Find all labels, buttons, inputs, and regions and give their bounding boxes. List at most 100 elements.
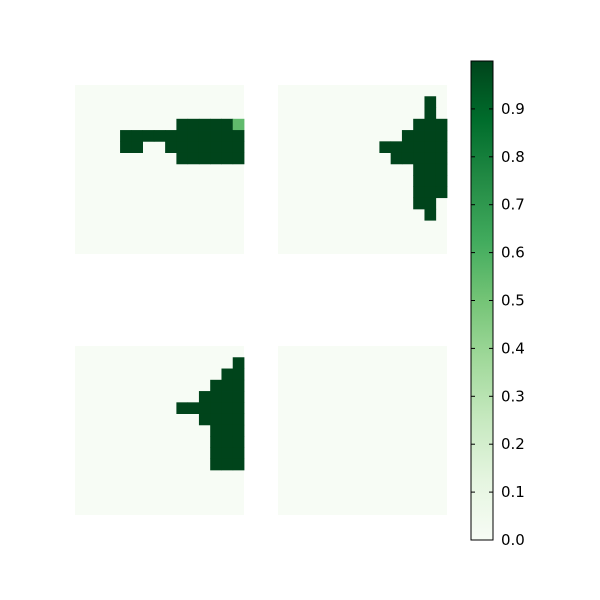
heatmap-cell xyxy=(413,175,425,187)
heatmap-cell xyxy=(176,152,189,165)
heatmap-cell xyxy=(424,107,437,120)
heatmap-cell xyxy=(424,141,437,153)
heatmap-panel-top-right xyxy=(278,85,448,254)
heatmap-cell xyxy=(210,413,222,426)
heatmap-cell xyxy=(424,186,437,199)
heatmap-panels xyxy=(75,85,448,515)
heatmap-cell xyxy=(424,197,437,210)
colorbar: 0.0 0.1 0.2 0.3 0.4 0.5 0.6 0.7 0.8 0.9 xyxy=(470,60,525,549)
heatmap-cell xyxy=(232,141,245,153)
colorbar-tick-label: 0.6 xyxy=(501,244,525,262)
heatmap-cell xyxy=(187,118,200,131)
heatmap-cell xyxy=(435,175,448,187)
heatmap-cell xyxy=(401,152,414,165)
heatmap-cell xyxy=(176,130,189,142)
heatmap-cell xyxy=(221,391,234,403)
heatmap-cell xyxy=(221,402,234,414)
heatmap-cell xyxy=(120,130,132,142)
heatmap-cell xyxy=(187,141,200,153)
heatmap-cell xyxy=(210,118,222,131)
heatmap-cell xyxy=(198,391,211,403)
heatmap-cell xyxy=(153,130,166,142)
heatmap-cell xyxy=(424,163,437,176)
heatmap-cell xyxy=(424,118,437,131)
colorbar-tick-label: 0.9 xyxy=(501,100,525,118)
heatmap-cell xyxy=(165,130,177,142)
heatmap-cell xyxy=(232,118,245,131)
heatmap-cell xyxy=(210,391,222,403)
colorbar-tick-label: 0.0 xyxy=(501,531,525,549)
heatmap-cell xyxy=(232,402,245,414)
heatmap-cell xyxy=(401,130,414,142)
heatmap-cell xyxy=(210,152,222,165)
heatmap-cell xyxy=(176,118,189,131)
heatmap-cell xyxy=(198,402,211,414)
heatmap-cell xyxy=(187,402,200,414)
colorbar-tick-label: 0.7 xyxy=(501,196,525,214)
heatmap-cell xyxy=(198,413,211,426)
heatmap-cell xyxy=(210,402,222,414)
heatmap-cell xyxy=(232,130,245,142)
heatmap-cell xyxy=(232,424,245,437)
heatmap-panel-bottom-right xyxy=(278,346,447,515)
heatmap-panel-top-left xyxy=(75,85,245,254)
heatmap-cell xyxy=(232,152,245,165)
colorbar-tick-label: 0.1 xyxy=(501,483,525,501)
heatmap-cell xyxy=(232,379,245,392)
heatmap-cell xyxy=(176,402,189,414)
heatmap-cell xyxy=(435,141,448,153)
colorbar-ticks: 0.0 0.1 0.2 0.3 0.4 0.5 0.6 0.7 0.8 0.9 xyxy=(471,100,525,549)
heatmap-cell xyxy=(198,118,211,131)
heatmap-cell xyxy=(413,152,425,165)
panel-background xyxy=(75,85,244,254)
heatmap-cell xyxy=(210,141,222,153)
heatmap-cell xyxy=(210,436,222,448)
colorbar-tick-label: 0.5 xyxy=(501,292,525,310)
heatmap-cell xyxy=(176,141,189,153)
heatmap-cell xyxy=(435,186,448,199)
heatmap-cell xyxy=(221,458,234,471)
heatmap-cell xyxy=(120,141,132,153)
heatmap-cell xyxy=(198,152,211,165)
heatmap-cell xyxy=(221,447,234,460)
heatmap-cell xyxy=(401,141,414,153)
panel-background xyxy=(278,346,447,515)
heatmap-cell xyxy=(390,152,403,165)
heatmap-cell xyxy=(187,152,200,165)
heatmap-cell xyxy=(221,436,234,448)
heatmap-cell xyxy=(131,130,143,142)
colorbar-tick-label: 0.8 xyxy=(501,148,525,166)
heatmap-cell xyxy=(210,130,222,142)
heatmap-cell xyxy=(424,96,437,108)
heatmap-cell xyxy=(232,368,245,381)
heatmap-cell xyxy=(413,186,425,199)
heatmap-cell xyxy=(232,458,245,471)
heatmap-cell xyxy=(187,130,200,142)
heatmap-cell xyxy=(435,152,448,165)
heatmap-cell xyxy=(413,163,425,176)
heatmap-cell xyxy=(131,141,143,153)
heatmap-cell xyxy=(198,130,211,142)
heatmap-cell xyxy=(210,447,222,460)
heatmap-cell xyxy=(435,118,448,131)
heatmap-cell xyxy=(232,391,245,403)
heatmap-cell xyxy=(435,130,448,142)
heatmap-cell xyxy=(424,208,437,221)
heatmap-cell xyxy=(232,413,245,426)
heatmap-cell xyxy=(210,424,222,437)
heatmap-cell xyxy=(232,447,245,460)
heatmap-cell xyxy=(390,141,403,153)
heatmap-cell xyxy=(424,152,437,165)
heatmap-cell xyxy=(232,436,245,448)
heatmap-cell xyxy=(379,141,392,153)
heatmap-cell xyxy=(413,130,425,142)
colorbar-tick-label: 0.2 xyxy=(501,435,525,453)
heatmap-cell xyxy=(413,118,425,131)
heatmap-cell xyxy=(221,379,234,392)
heatmap-cell xyxy=(221,368,234,381)
colorbar-tick-label: 0.3 xyxy=(501,387,525,405)
heatmap-cell xyxy=(413,197,425,210)
heatmap-cell xyxy=(221,152,234,165)
heatmap-cell xyxy=(232,357,245,369)
